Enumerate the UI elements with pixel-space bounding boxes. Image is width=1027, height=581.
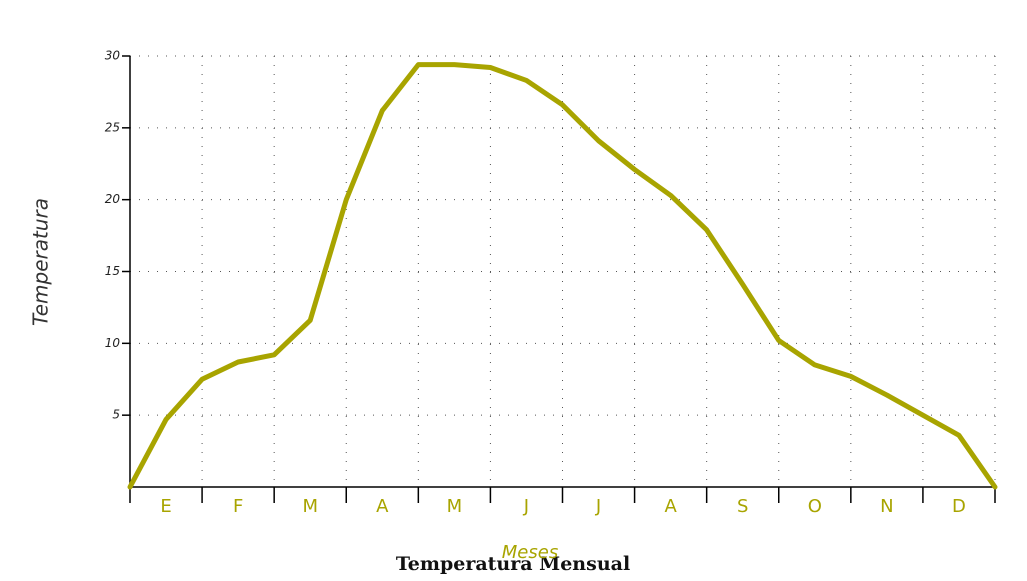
x-tick-label: E [160, 496, 171, 517]
y-tick-label: 5 [112, 408, 120, 422]
x-tick-label: S [737, 496, 748, 517]
x-tick-label: A [376, 496, 389, 517]
x-tick-label: M [447, 496, 463, 517]
x-tick-label: N [880, 496, 893, 517]
y-tick-label: 30 [105, 49, 121, 63]
y-axis-label: Temperatura [29, 198, 53, 326]
x-tick-label: M [302, 496, 318, 517]
x-axis-label: Meses [502, 542, 558, 563]
x-tick-label: O [808, 496, 822, 517]
y-tick-label: 25 [105, 120, 120, 134]
x-tick-label: A [664, 496, 677, 517]
x-tick-label: J [523, 496, 529, 517]
y-tick-label: 15 [105, 264, 120, 278]
x-tick-label: J [595, 496, 601, 517]
line-series [127, 62, 998, 490]
y-tick-label: 20 [105, 192, 121, 206]
x-tick-label: D [952, 496, 966, 517]
chart-title: Temperatura Mensual [396, 553, 630, 575]
y-tick-label: 10 [105, 336, 121, 350]
x-tick-label: F [233, 496, 243, 517]
